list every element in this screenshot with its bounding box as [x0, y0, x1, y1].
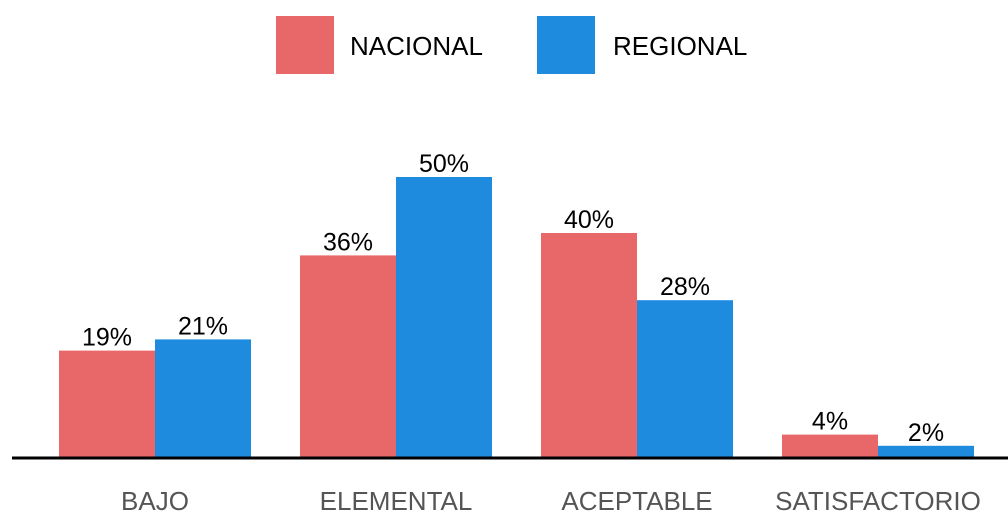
data-label-regional-elemental: 50%: [419, 150, 469, 178]
bar-nacional-elemental: [300, 255, 396, 457]
legend-label-regional: REGIONAL: [613, 31, 747, 61]
bar-nacional-aceptable: [541, 233, 637, 457]
bar-regional-bajo: [155, 339, 251, 457]
data-label-regional-bajo: 21%: [178, 312, 228, 340]
data-label-nacional-bajo: 19%: [82, 324, 132, 352]
bar-nacional-bajo: [59, 350, 155, 457]
data-label-nacional-elemental: 36%: [323, 228, 373, 256]
bar-regional-satisfactorio: [878, 445, 974, 457]
legend-label-nacional: NACIONAL: [350, 31, 483, 61]
category-label-satisfactorio: SATISFACTORIO: [775, 486, 981, 514]
legend-swatch-nacional: [276, 16, 334, 74]
category-labels-group: BAJO ELEMENTAL ACEPTABLE SATISFACTORIO: [121, 486, 981, 514]
bar-nacional-satisfactorio: [782, 434, 878, 457]
data-label-nacional-aceptable: 40%: [564, 206, 614, 234]
category-label-elemental: ELEMENTAL: [320, 486, 473, 514]
bar-labels-group: 19% 21% 36% 50% 40% 28% 4% 2%: [82, 150, 944, 447]
data-label-regional-satisfactorio: 2%: [908, 419, 944, 447]
bar-regional-aceptable: [637, 300, 733, 457]
bar-regional-elemental: [396, 177, 492, 457]
legend-swatch-regional: [537, 16, 595, 74]
category-label-aceptable: ACEPTABLE: [561, 486, 712, 514]
legend: NACIONAL REGIONAL: [276, 16, 747, 74]
bars-group: [59, 177, 974, 457]
data-label-regional-aceptable: 28%: [660, 273, 710, 301]
category-label-bajo: BAJO: [121, 486, 189, 514]
data-label-nacional-satisfactorio: 4%: [812, 408, 848, 436]
